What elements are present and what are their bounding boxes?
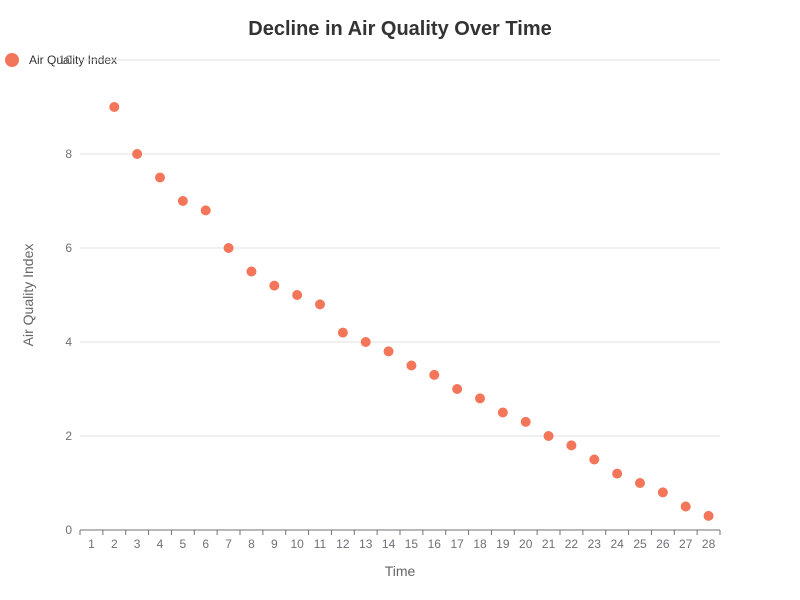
- x-tick-label: 17: [450, 537, 464, 551]
- data-point: [246, 266, 257, 277]
- y-tick-label: 4: [65, 335, 72, 349]
- legend-marker: [5, 53, 19, 67]
- data-point: [475, 393, 485, 404]
- x-tick-label: 2: [111, 537, 118, 551]
- data-point: [520, 416, 531, 427]
- x-tick-label: 18: [473, 537, 487, 551]
- data-point: [223, 243, 234, 253]
- x-tick-label: 4: [157, 537, 164, 551]
- x-tick-label: 15: [405, 537, 419, 551]
- x-tick-label: 24: [610, 537, 624, 551]
- data-point: [383, 346, 394, 357]
- y-tick-label: 0: [65, 523, 72, 537]
- data-point: [429, 369, 440, 380]
- data-point: [543, 431, 554, 441]
- legend[interactable]: Air Quality Index: [5, 53, 117, 67]
- x-tick-label: 9: [271, 537, 278, 551]
- grid-layer: [80, 59, 720, 437]
- x-tick-label: 21: [542, 537, 556, 551]
- x-axis-title: Time: [385, 563, 416, 579]
- data-point: [566, 440, 577, 451]
- data-point: [635, 478, 645, 488]
- data-point: [155, 172, 165, 183]
- x-tick-label: 1: [88, 537, 95, 551]
- x-tick-label: 26: [656, 537, 670, 551]
- data-point: [315, 299, 325, 310]
- data-point: [406, 360, 417, 371]
- chart-title: Decline in Air Quality Over Time: [248, 18, 552, 40]
- data-point: [337, 327, 348, 338]
- y-axis-title: Air Quality Index: [20, 244, 36, 347]
- data-point: [703, 510, 714, 521]
- x-tick-label: 23: [588, 537, 602, 551]
- x-tick-label: 7: [225, 537, 232, 551]
- x-tick-label: 28: [702, 537, 716, 551]
- y-tick-label: 10: [59, 53, 73, 67]
- data-point: [269, 280, 280, 291]
- data-point: [680, 501, 691, 512]
- data-point: [292, 290, 303, 300]
- y-tick-label: 2: [65, 429, 72, 443]
- data-point: [612, 468, 623, 479]
- x-tick-label: 12: [336, 537, 350, 551]
- data-point: [132, 149, 143, 159]
- x-tick-label: 25: [633, 537, 647, 551]
- data-point: [109, 102, 120, 112]
- x-tick-label: 11: [314, 537, 327, 551]
- y-tick-label: 8: [65, 147, 72, 161]
- x-tick-label: 27: [679, 537, 693, 551]
- data-point: [497, 407, 508, 418]
- x-tick-label: 13: [359, 537, 373, 551]
- x-tick-label: 5: [180, 537, 187, 551]
- x-tick-label: 20: [519, 537, 533, 551]
- data-point: [657, 487, 668, 498]
- y-tick-label: 6: [65, 241, 72, 255]
- x-tick-label: 10: [290, 537, 304, 551]
- x-tick-label: 16: [428, 537, 442, 551]
- x-tick-label: 14: [382, 537, 396, 551]
- x-tick-label: 6: [202, 537, 209, 551]
- data-point: [589, 454, 600, 465]
- data-point: [200, 205, 211, 216]
- x-tick-label: 8: [248, 537, 255, 551]
- x-tick-label: 19: [496, 537, 510, 551]
- x-tick-label: 3: [134, 537, 141, 551]
- data-point: [360, 337, 371, 347]
- data-point: [452, 384, 463, 394]
- x-tick-label: 22: [565, 537, 579, 551]
- points-layer: [109, 102, 714, 521]
- legend-label: Air Quality Index: [29, 53, 118, 67]
- data-point: [177, 196, 188, 206]
